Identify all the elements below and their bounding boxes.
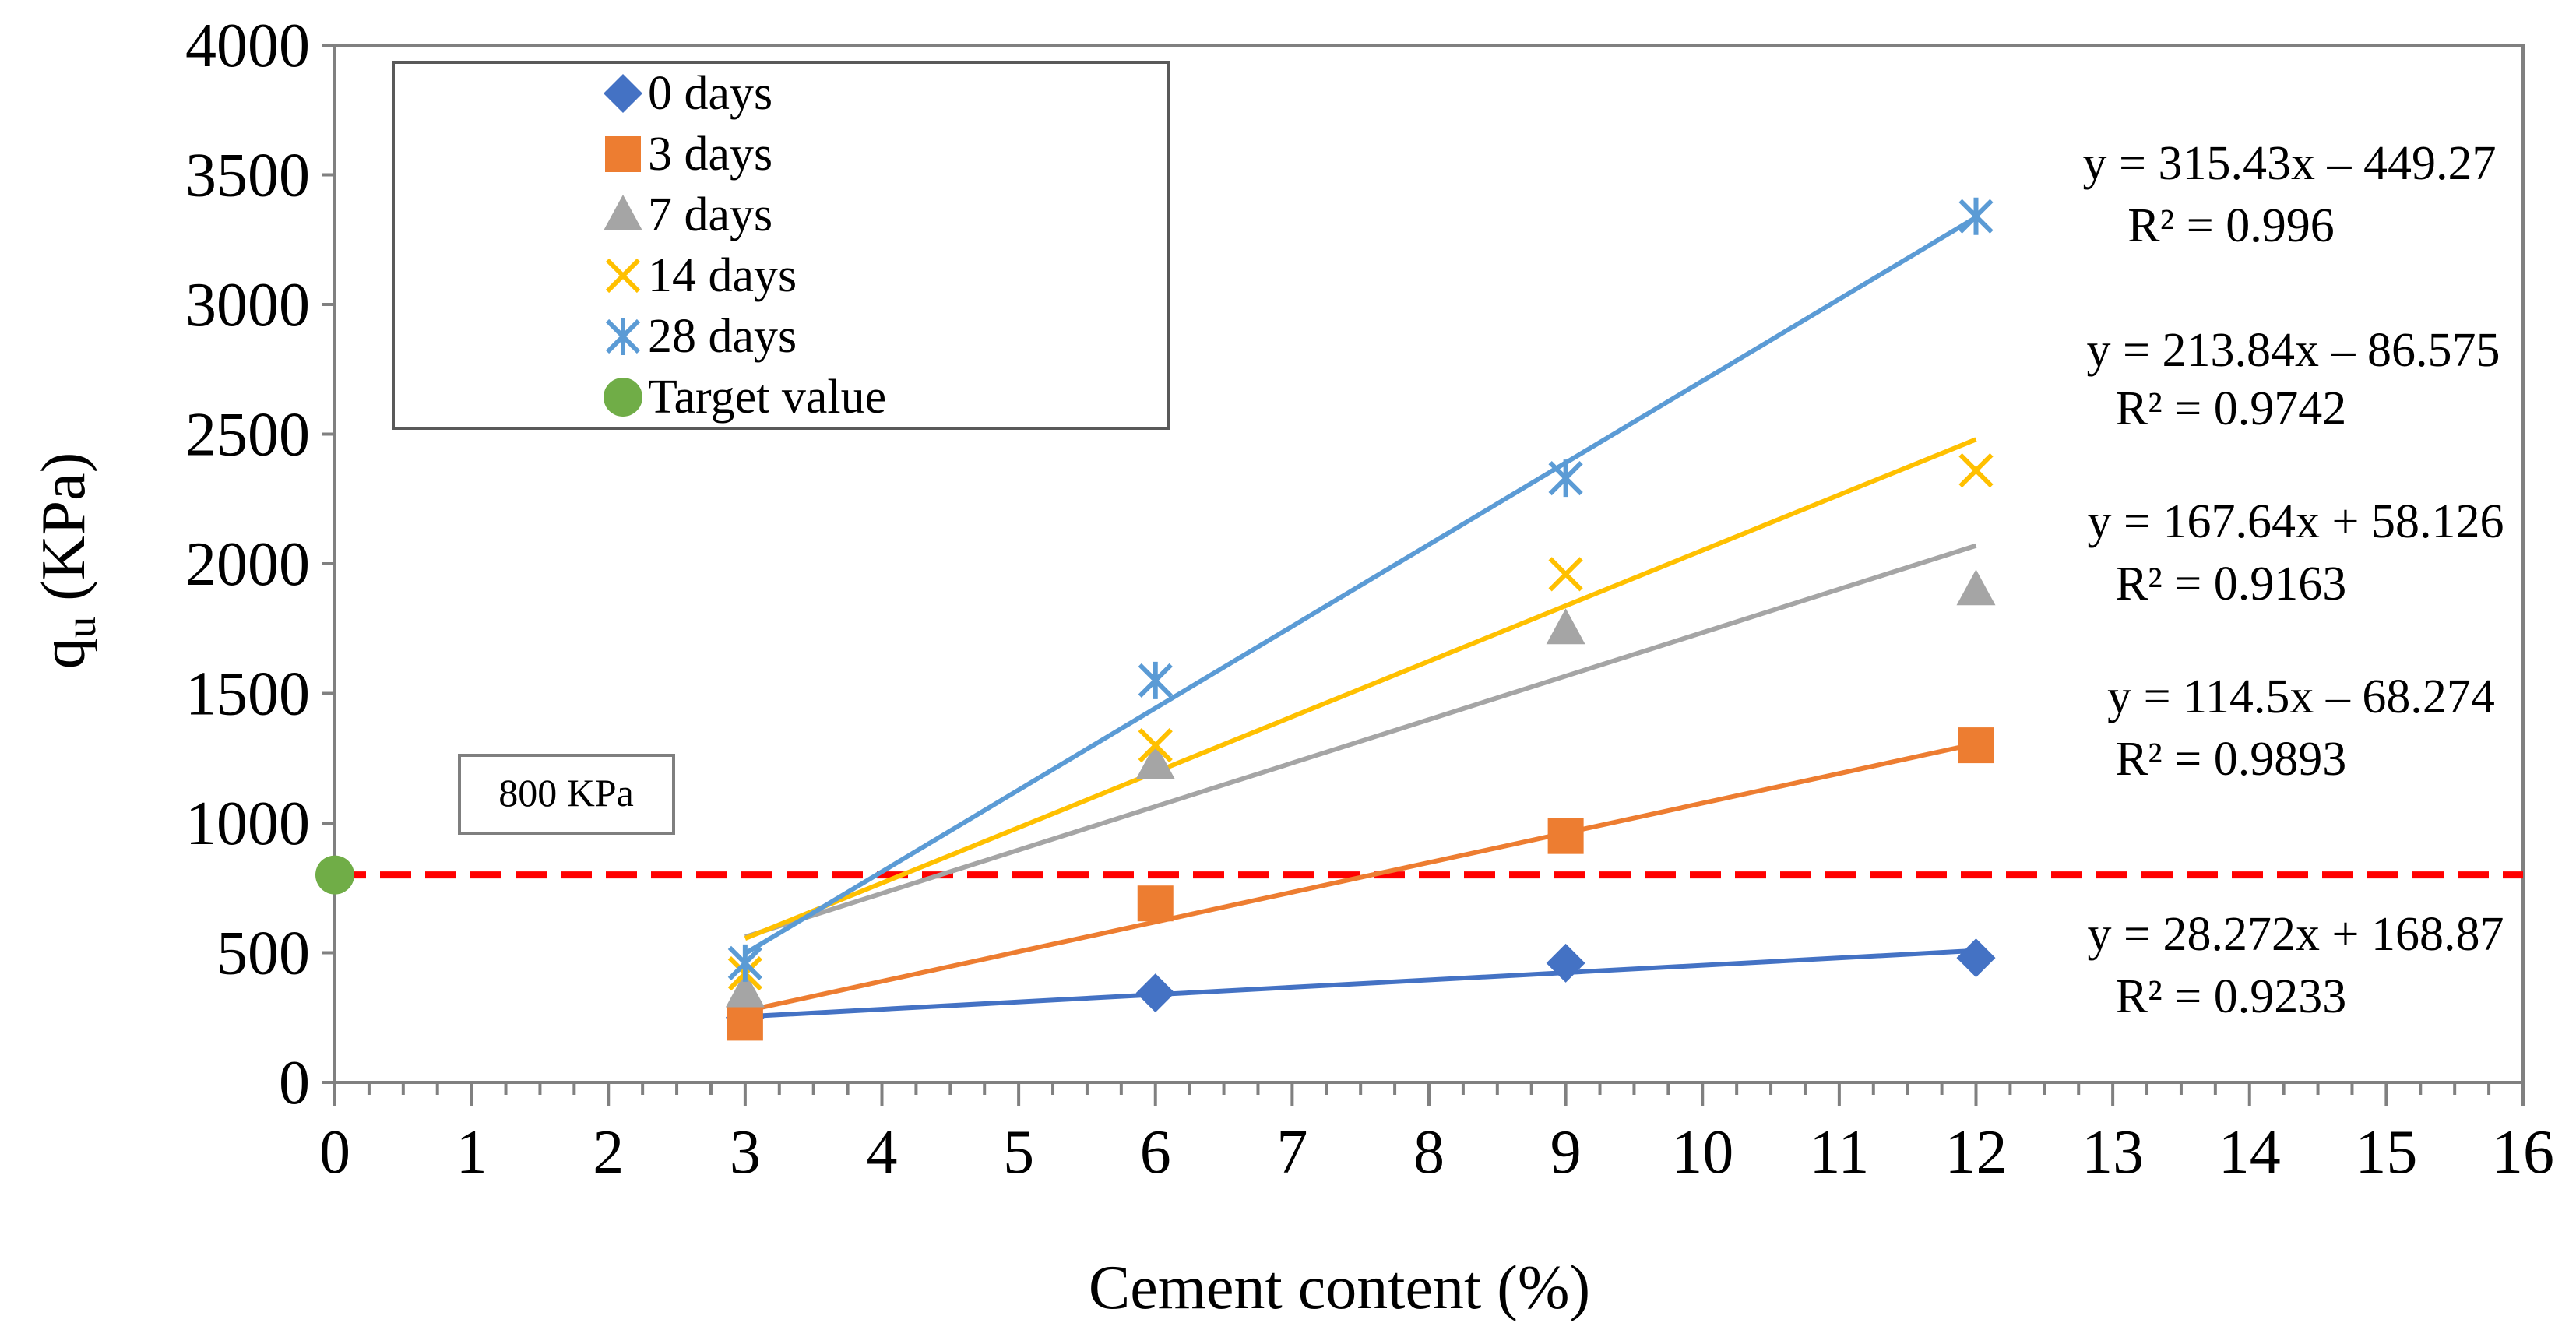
annotation-text: 800 KPa (498, 771, 634, 815)
target-annotation: 800 KPa (458, 754, 675, 835)
data-points (315, 197, 1996, 1041)
data-point (1548, 557, 1583, 592)
y-axis-title-subscript: u (57, 617, 104, 639)
legend-label: 28 days (648, 310, 797, 363)
trend-r-squared: R² = 0.9742 (2116, 382, 2346, 435)
y-tick-label: 2000 (185, 530, 310, 599)
y-tick-label: 3500 (185, 142, 310, 210)
legend-box (392, 61, 1170, 430)
legend-marker (605, 136, 641, 172)
trend-r-squared: R² = 0.9233 (2116, 970, 2346, 1023)
trend-equation: y = 114.5x – 68.274 (2107, 670, 2495, 723)
legend: 0 days 3 days 7 days 14 days 28 days Target v… (392, 61, 1170, 430)
trendline (744, 437, 1977, 941)
data-point (1546, 608, 1585, 645)
annotation-box (458, 754, 675, 835)
y-axis-title-main: q (30, 638, 98, 669)
y-tick-label: 0 (279, 1049, 310, 1117)
data-point (1138, 727, 1173, 763)
x-tick-label: 0 (319, 1118, 350, 1187)
legend-items: 0 days 3 days 7 days 14 days 28 days Target v… (604, 67, 886, 424)
x-tick-label: 3 (730, 1118, 761, 1187)
y-tick-label: 2500 (185, 401, 310, 470)
y-tick-label: 500 (216, 920, 310, 988)
trendline (744, 543, 1977, 940)
x-tick-label: 8 (1413, 1118, 1445, 1187)
data-point (1956, 938, 1996, 978)
legend-marker (604, 195, 642, 230)
data-point (725, 971, 765, 1008)
x-axis-title: Cement content (%) (1089, 1254, 1590, 1322)
x-tick-label: 4 (867, 1118, 898, 1187)
data-point (1546, 943, 1585, 983)
legend-marker (605, 318, 641, 355)
trend-equation: y = 28.272x + 168.87 (2088, 908, 2504, 961)
trend-equation: y = 167.64x + 58.126 (2088, 495, 2504, 548)
x-tick-label: 7 (1276, 1118, 1307, 1187)
x-tick-label: 2 (593, 1118, 624, 1187)
data-point (727, 944, 762, 982)
x-tick-label: 10 (1671, 1118, 1733, 1187)
trend-equation: y = 315.43x – 449.27 (2083, 137, 2497, 190)
y-tick-label: 1500 (185, 660, 310, 729)
legend-marker (604, 378, 642, 417)
data-point (1135, 743, 1175, 779)
trendlines (744, 215, 1978, 1019)
trendline (744, 215, 1978, 956)
trend-r-squared: R² = 0.9893 (2116, 733, 2346, 786)
legend-marker (605, 258, 641, 294)
y-axis-title: qu (KPa) (30, 452, 104, 670)
x-tick-label: 1 (456, 1118, 487, 1187)
data-point (1958, 197, 1994, 235)
trendline (744, 741, 1977, 1014)
legend-label: Target value (648, 371, 886, 424)
legend-label: 14 days (648, 249, 797, 302)
x-tick-label: 14 (2219, 1118, 2281, 1187)
data-point (315, 855, 354, 895)
x-tick-label: 5 (1003, 1118, 1034, 1187)
data-point (1138, 661, 1173, 699)
trend-equations: y = 28.272x + 168.87 R² = 0.9233 y = 114.5… (2083, 137, 2504, 1023)
legend-label: 7 days (648, 188, 772, 241)
x-tick-label: 12 (1945, 1118, 2008, 1187)
x-tick-label: 6 (1140, 1118, 1171, 1187)
data-point (1958, 727, 1994, 764)
y-tick-label: 1000 (185, 790, 310, 858)
data-point (1547, 818, 1584, 854)
trend-r-squared: R² = 0.996 (2127, 199, 2334, 252)
data-point (1137, 885, 1174, 922)
x-tick-label: 13 (2082, 1118, 2144, 1187)
data-point (727, 1005, 763, 1041)
y-tick-label: 3000 (185, 271, 310, 340)
data-point (1956, 569, 1996, 606)
legend-label: 3 days (648, 128, 772, 181)
data-point (1548, 459, 1583, 498)
x-tick-label: 16 (2492, 1118, 2554, 1187)
y-tick-label: 4000 (185, 12, 310, 80)
data-point (1958, 452, 1994, 488)
legend-label: 0 days (648, 67, 772, 120)
x-tick-label: 9 (1550, 1118, 1582, 1187)
trendline (744, 948, 1976, 1019)
y-axis-title-unit: (KPa) (30, 452, 98, 617)
x-tick-label: 11 (1809, 1118, 1869, 1187)
trend-equation: y = 213.84x – 86.575 (2087, 324, 2500, 377)
trend-r-squared: R² = 0.9163 (2116, 558, 2346, 610)
legend-marker (604, 74, 642, 113)
x-tick-label: 15 (2355, 1118, 2417, 1187)
data-point (1135, 973, 1175, 1013)
